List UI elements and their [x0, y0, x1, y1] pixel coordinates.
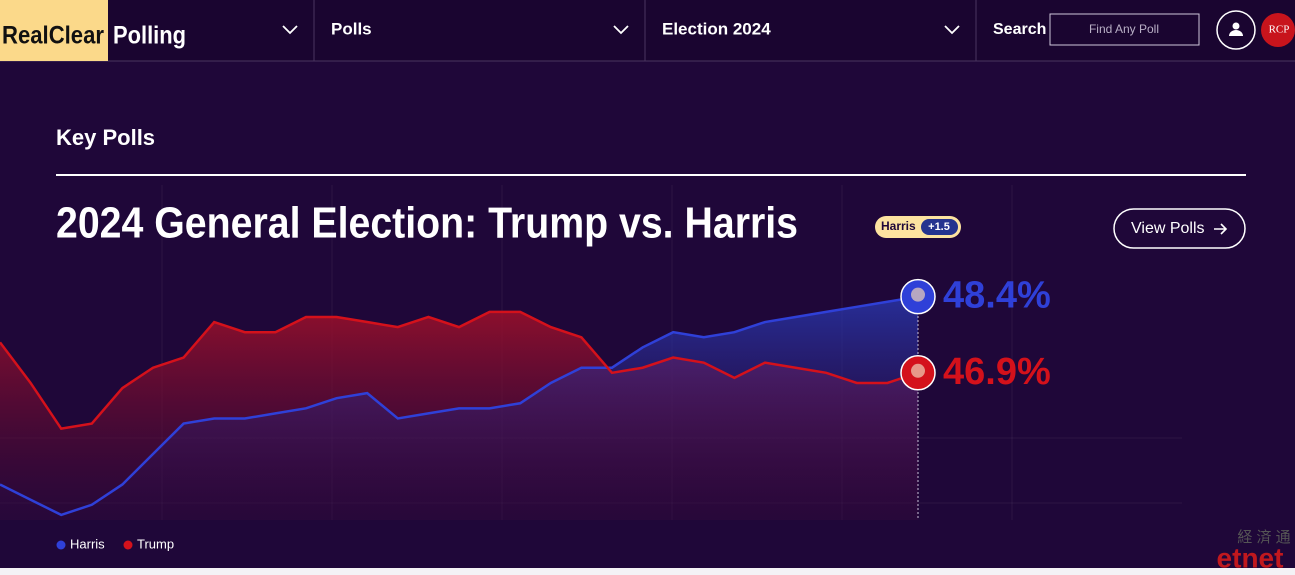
chevron[interactable]: [282, 25, 298, 35]
lead-candidate: Harris: [881, 219, 916, 233]
chart-title: 2024 General Election: Trump vs. Harris: [56, 199, 798, 248]
candidate-photo-face: [911, 287, 925, 302]
watermark: 経 済 通: [1237, 529, 1290, 546]
nav-item[interactable]: Election 2024: [662, 19, 771, 38]
legend-label: Trump: [137, 536, 174, 551]
logo-block[interactable]: [0, 0, 108, 61]
legend-marker: [123, 540, 133, 550]
section-title: Key Polls: [56, 125, 155, 150]
search-label: Search: [993, 21, 1046, 38]
series-line: [0, 295, 919, 517]
rcp-badge-text: RCP: [1269, 24, 1290, 36]
chevron[interactable]: [944, 25, 960, 35]
search-input[interactable]: [1049, 13, 1200, 46]
footer-strip: [0, 568, 1295, 575]
plot: 48.4% 46.9%: [0, 275, 1051, 520]
arrow-icon: [1214, 223, 1228, 235]
lead-pill: [921, 219, 958, 235]
view-polls-label[interactable]: View Polls: [1131, 220, 1205, 237]
view-polls-button[interactable]: [1113, 208, 1246, 249]
chevron[interactable]: [613, 25, 629, 35]
nav-item[interactable]: Polls: [331, 19, 372, 38]
area-fill: [0, 296, 918, 520]
series-line: [0, 310, 919, 431]
lead-margin: +1.5: [928, 221, 950, 233]
candidate-photo-face: [911, 363, 925, 378]
watermark: etnet: [1217, 542, 1284, 573]
header-bar: [0, 0, 1295, 61]
account-icon: [1229, 30, 1243, 36]
account-button[interactable]: [1216, 10, 1256, 50]
legend-label: Harris: [70, 536, 105, 551]
legend-marker: [56, 540, 66, 550]
end-value-label: 48.4%: [943, 275, 1051, 317]
account-icon: [1232, 22, 1240, 30]
rcp-badge[interactable]: [1261, 13, 1295, 47]
logo-text[interactable]: Polling: [113, 22, 186, 50]
search-placeholder: Find Any Poll: [1089, 22, 1159, 36]
logo-text[interactable]: RealClear: [2, 22, 104, 50]
end-value-label: 46.9%: [943, 351, 1051, 393]
